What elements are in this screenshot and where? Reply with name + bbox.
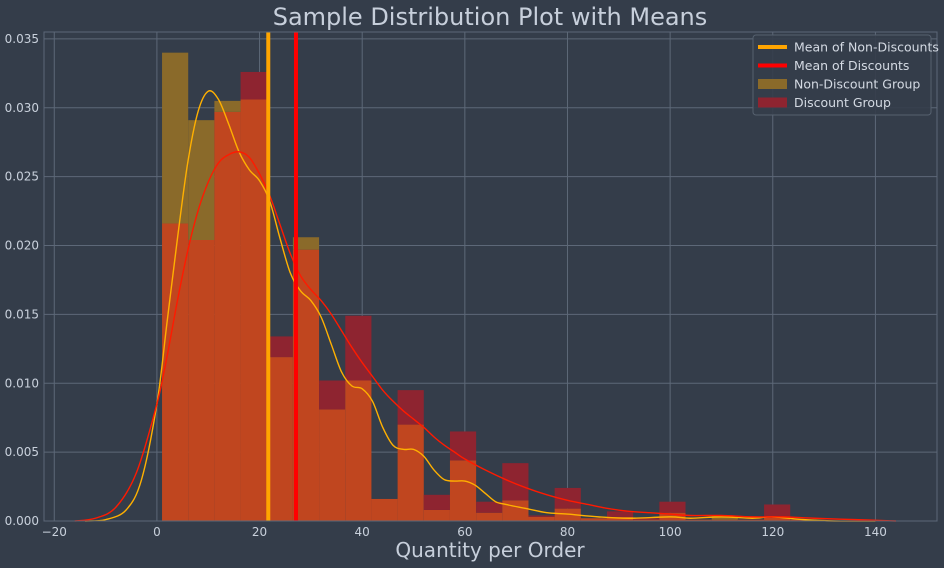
bar-discount-13 xyxy=(502,463,529,501)
bar-overlap-9 xyxy=(397,424,424,521)
bar-discount-23 xyxy=(764,504,791,517)
kde-curve-discount xyxy=(74,151,896,522)
y-tick-label-0: 0.000 xyxy=(5,514,39,528)
kde-curves xyxy=(74,90,896,522)
bar-non-discount-5 xyxy=(292,237,320,250)
kde-curve-non-discount xyxy=(85,90,876,522)
bar-overlap-8 xyxy=(371,498,398,521)
x-tick-label-5: 80 xyxy=(560,525,575,539)
bar-overlap-6 xyxy=(319,409,346,521)
bar-overlap-12 xyxy=(476,512,503,521)
y-tick-label-1: 0.005 xyxy=(5,445,39,459)
x-tick-label-1: 0 xyxy=(153,525,161,539)
legend: Mean of Non-Discounts Mean of Discounts No… xyxy=(752,34,939,116)
legend-patch-2 xyxy=(758,79,787,89)
bar-discount-9 xyxy=(397,390,424,425)
bar-discount-6 xyxy=(319,380,346,410)
bar-discount-4 xyxy=(266,336,293,358)
bar-overlap-16 xyxy=(580,518,608,521)
bar-discount-15 xyxy=(554,487,581,509)
legend-patch-3 xyxy=(758,97,787,108)
bar-discount-10 xyxy=(423,494,450,510)
x-tick-label-3: 40 xyxy=(355,525,370,539)
y-tick-label-7: 0.035 xyxy=(5,32,39,46)
legend-label-2: Non-Discount Group xyxy=(794,77,920,92)
bar-overlap-20 xyxy=(685,519,712,521)
bar-overlap-11 xyxy=(449,460,477,521)
y-tick-label-3: 0.015 xyxy=(5,307,39,321)
x-tick-label-4: 60 xyxy=(457,525,472,539)
y-tick-label-6: 0.030 xyxy=(5,101,39,115)
bar-overlap-4 xyxy=(266,357,293,521)
plot-frame xyxy=(43,31,938,522)
x-axis-ticks: −20 0 20 40 60 80 100 120 140 xyxy=(42,525,887,539)
bar-overlap-18 xyxy=(633,519,660,521)
legend-box xyxy=(752,34,932,116)
y-tick-label-2: 0.010 xyxy=(5,376,39,390)
legend-label-0: Mean of Non-Discounts xyxy=(794,40,939,55)
bar-non-discount-2 xyxy=(214,100,241,112)
bar-overlap-14 xyxy=(528,516,555,521)
bar-overlap-23 xyxy=(764,516,791,521)
bar-non-discount-0 xyxy=(162,52,189,224)
bar-overlap-22 xyxy=(737,519,765,521)
y-tick-label-5: 0.025 xyxy=(5,170,39,184)
bar-overlap-24 xyxy=(790,519,817,521)
y-axis-ticks: 0.000 0.005 0.010 0.015 0.020 0.025 0.030 0.035 xyxy=(5,32,39,528)
bar-discount-17 xyxy=(607,511,634,517)
bar-discount-11 xyxy=(449,431,477,461)
legend-label-3: Discount Group xyxy=(794,95,891,110)
bar-overlap-17 xyxy=(607,516,634,521)
x-axis-label: Quantity per Order xyxy=(395,538,585,562)
mean-lines xyxy=(266,32,298,521)
chart-title: Sample Distribution Plot with Means xyxy=(273,3,708,31)
bar-overlap-0 xyxy=(162,223,189,522)
x-tick-label-7: 120 xyxy=(761,525,784,539)
bar-overlap-10 xyxy=(423,509,450,521)
bar-overlap-3 xyxy=(240,99,267,521)
bar-discount-12 xyxy=(476,501,503,513)
x-tick-label-2: 20 xyxy=(252,525,267,539)
bar-overlap-1 xyxy=(188,239,215,521)
bar-discount-19 xyxy=(659,501,686,513)
legend-label-1: Mean of Discounts xyxy=(794,58,909,73)
bar-non-discount-1 xyxy=(188,120,215,240)
x-tick-label-8: 140 xyxy=(864,525,887,539)
x-tick-label-6: 100 xyxy=(659,525,682,539)
bar-overlap-7 xyxy=(345,380,372,521)
bar-overlap-21 xyxy=(711,519,738,521)
x-tick-label-0: −20 xyxy=(42,525,67,539)
bar-overlap-2 xyxy=(214,111,241,522)
bar-discount-3 xyxy=(240,71,267,100)
y-tick-label-4: 0.020 xyxy=(5,239,39,253)
bar-overlap-13 xyxy=(502,500,529,521)
bar-discount-14 xyxy=(528,515,555,517)
bar-discount-18 xyxy=(633,518,660,520)
